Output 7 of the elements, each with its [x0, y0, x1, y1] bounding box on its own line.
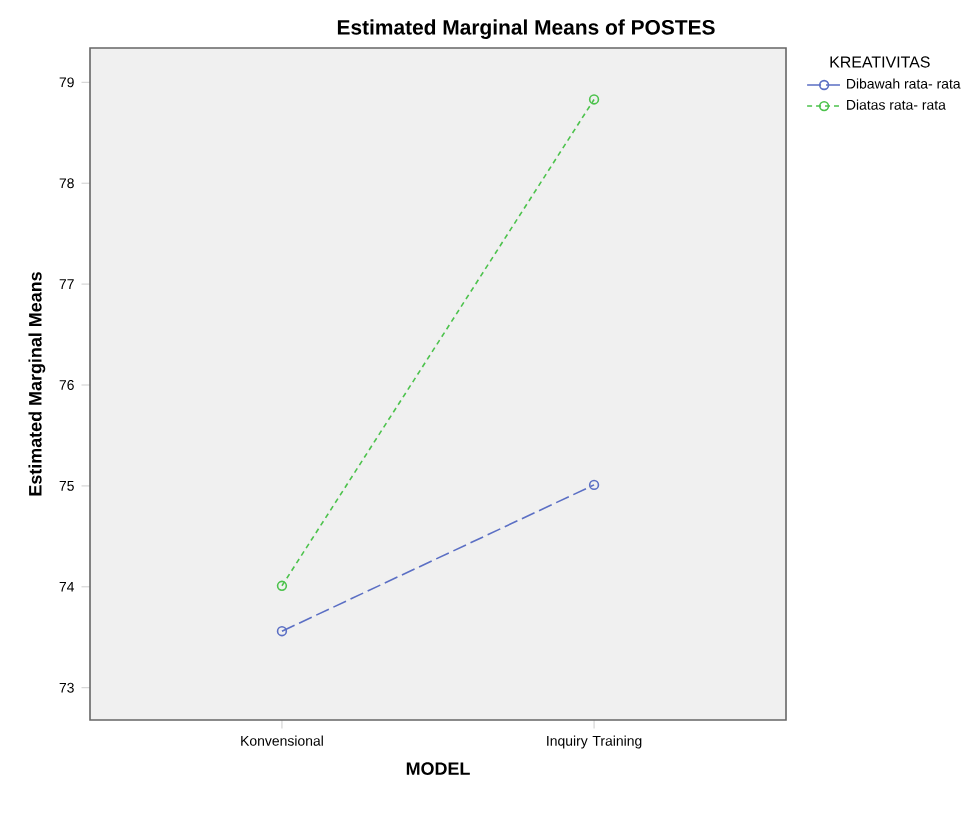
chart-title: Estimated Marginal Means of POSTES — [337, 19, 715, 39]
x-axis-title: MODEL — [406, 762, 470, 775]
y-axis-title: Estimated Marginal Means — [28, 272, 46, 496]
point — [588, 94, 600, 105]
point — [276, 626, 288, 637]
point — [276, 580, 288, 591]
point — [588, 479, 600, 491]
